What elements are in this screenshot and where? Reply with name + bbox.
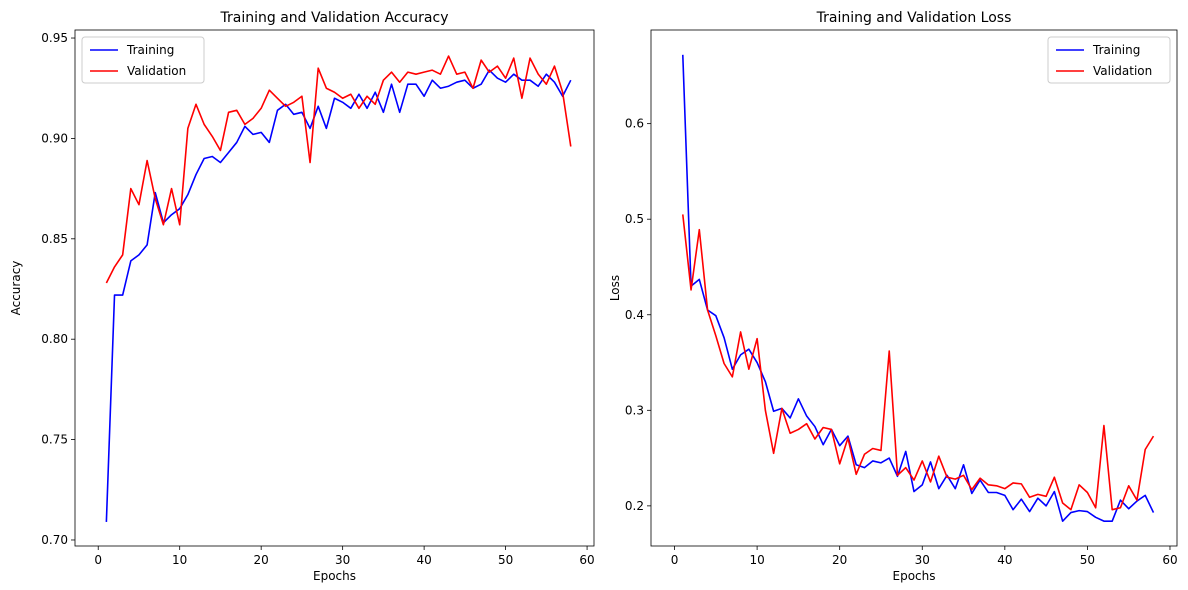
chart1-x-tick-label: 60 (579, 553, 594, 567)
chart2-title: Training and Validation Loss (816, 10, 1012, 26)
chart2-legend-label-training: Training (1092, 43, 1140, 57)
chart2-y-tick-label: 0.5 (625, 212, 644, 226)
chart1-axes-frame (74, 29, 595, 547)
chart2-y-tick-label: 0.6 (625, 117, 644, 131)
chart2-x-tick-label: 30 (915, 553, 930, 567)
chart1-y-tick-label: 0.80 (41, 332, 68, 346)
chart1-y-tick-label: 0.70 (41, 533, 68, 547)
chart2-y-tick-label: 0.4 (625, 308, 644, 322)
chart1-y-tick-label: 0.90 (41, 131, 68, 145)
chart2-x-tick-label: 0 (671, 553, 679, 567)
chart1-x-tick-label: 0 (94, 553, 102, 567)
chart1-y-tick-label: 0.75 (41, 433, 68, 447)
chart1-y-axis-label: Accuracy (9, 261, 23, 316)
chart2-y-tick-label: 0.3 (625, 403, 644, 417)
chart2-x-tick-label: 60 (1162, 553, 1177, 567)
chart1-x-tick-label: 10 (172, 553, 187, 567)
chart1-legend-label-training: Training (126, 43, 174, 57)
chart1-x-tick-label: 20 (254, 553, 269, 567)
chart1-y-tick-label: 0.95 (41, 31, 68, 45)
chart1-legend-label-validation: Validation (127, 64, 186, 78)
chart1-x-tick-label: 50 (498, 553, 513, 567)
chart1-y-tick-label: 0.85 (41, 232, 68, 246)
chart2-x-tick-label: 10 (749, 553, 764, 567)
chart1-series-validation-line (105, 55, 572, 284)
chart1-series-training-line (105, 69, 572, 522)
chart2-x-tick-label: 40 (997, 553, 1012, 567)
chart1-x-axis-label: Epochs (313, 569, 356, 583)
chart2-axes-frame (650, 29, 1178, 547)
chart2-y-tick-label: 0.2 (625, 499, 644, 513)
chart2-legend-label-validation: Validation (1093, 64, 1152, 78)
chart1-x-tick-label: 40 (416, 553, 431, 567)
chart2-x-tick-label: 50 (1080, 553, 1095, 567)
chart2-series-validation-line (681, 214, 1155, 511)
chart2-y-axis-label: Loss (608, 275, 622, 301)
chart1-title: Training and Validation Accuracy (220, 10, 449, 26)
chart2-series-training-line (681, 54, 1155, 522)
chart2-x-tick-label: 20 (832, 553, 847, 567)
chart1-x-tick-label: 30 (335, 553, 350, 567)
chart2-x-axis-label: Epochs (893, 569, 936, 583)
